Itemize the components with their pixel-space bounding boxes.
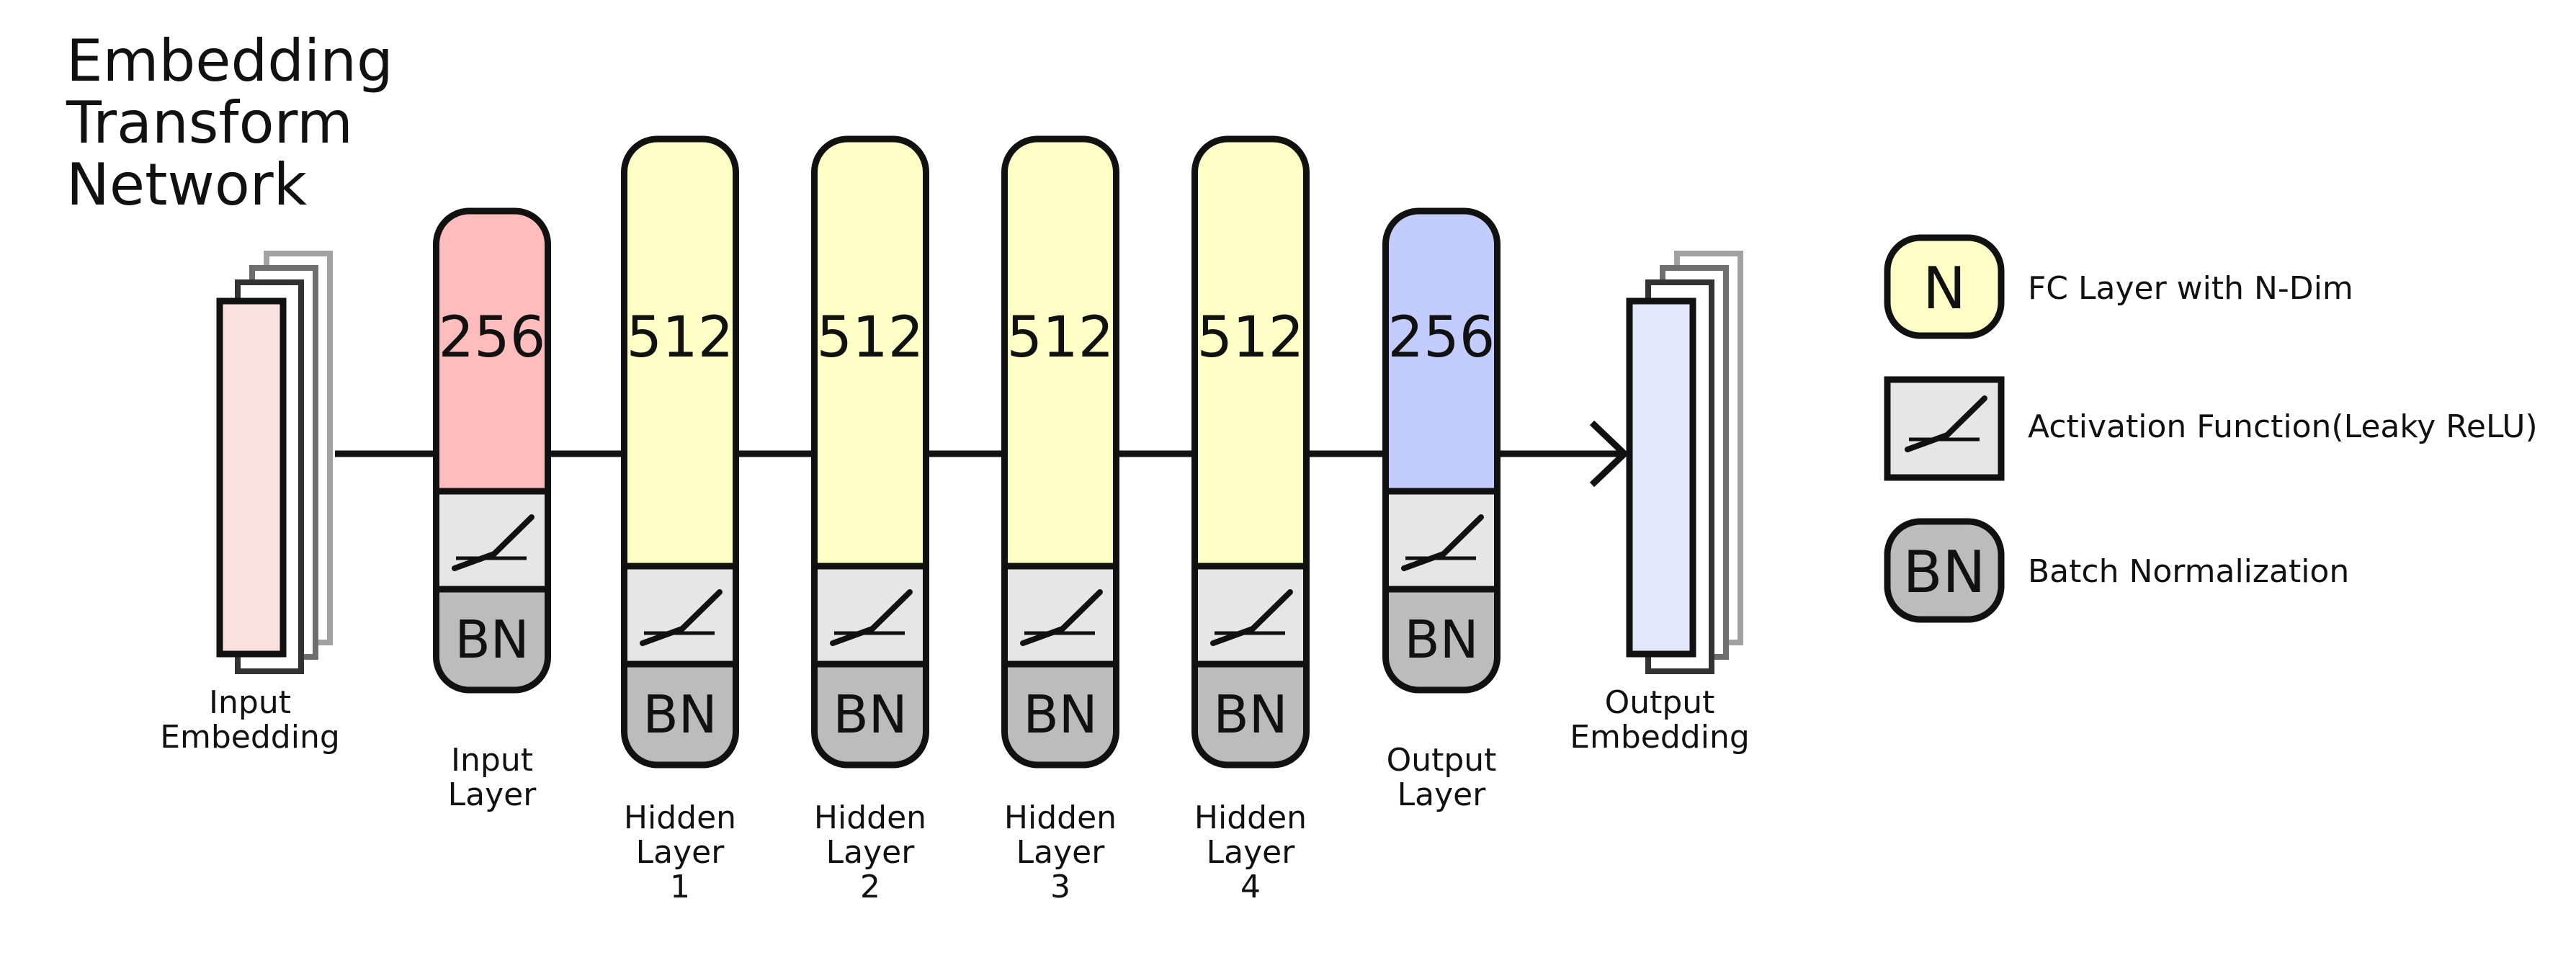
hidden-layer-2-label-line-2: Layer [826, 834, 916, 871]
input-embedding-front [216, 297, 287, 658]
input-layer-dim: 256 [439, 305, 546, 370]
legend: N FC Layer with N-Dim Activation Functio… [1884, 234, 2538, 623]
legend-fc-symbol: N [1923, 255, 1966, 322]
hidden-layer-3-label-line-3: 3 [1050, 869, 1070, 905]
hidden-layer-4-label-line-1: Hidden [1194, 799, 1307, 836]
diagram-title-line-3: Network [66, 151, 308, 218]
hidden-layer-4-bn-text: BN [1213, 684, 1287, 745]
hidden-layer-4-dim: 512 [1197, 305, 1305, 370]
hidden-layer-2-activation-block [811, 563, 929, 668]
input-embedding-label-line-2: Embedding [160, 719, 340, 756]
legend-fc-swatch [1884, 234, 2005, 339]
leaky-relu-icon [1401, 514, 1484, 571]
hidden-layer-1-fc-block [621, 135, 739, 570]
legend-bn-symbol: BN [1903, 539, 1986, 606]
diagram-title-line-2: Transform [66, 89, 353, 156]
leaky-relu-icon [452, 514, 535, 571]
output-embedding-label-line-2: Embedding [1570, 719, 1750, 756]
input-layer-bn-block [433, 586, 551, 694]
hidden-layer-2-bn-block [811, 660, 929, 769]
network-layers: 256BNInputLayer512BNHiddenLayer1512BNHid… [433, 135, 1501, 905]
hidden-layer-3-fc-block [1001, 135, 1119, 570]
hidden-layer-2-label-line-3: 2 [860, 869, 880, 905]
hidden-layer-2-label-line-1: Hidden [814, 799, 926, 836]
hidden-layer-1-dim: 512 [627, 305, 734, 370]
hidden-layer-3-activation-block [1001, 563, 1119, 668]
hidden-layer-4-activation-block [1191, 563, 1310, 668]
input-layer-fc-block [433, 207, 551, 495]
hidden-layer-1-bn-block [621, 660, 739, 769]
hidden-layer-1-label-line-2: Layer [636, 834, 725, 871]
output-embedding-front [1626, 297, 1696, 658]
diagram-title-line-1: Embedding [66, 27, 393, 94]
leaky-relu-icon [830, 589, 913, 646]
hidden-layer-4-label-line-2: Layer [1207, 834, 1296, 871]
legend-bn-swatch [1884, 518, 2005, 623]
hidden-layer-4-fc-block [1191, 135, 1310, 570]
hidden-layer-3-bn-block [1001, 660, 1119, 769]
input-layer-activation-block [433, 488, 551, 593]
leaky-relu-icon [1905, 395, 1987, 452]
hidden-layer-1-activation-block [621, 563, 739, 668]
input-layer-label-line-2: Layer [448, 776, 537, 813]
output-layer-fc-block [1382, 207, 1501, 495]
output-layer-bn-text: BN [1404, 609, 1478, 670]
input-embedding-stack [216, 251, 333, 674]
leaky-relu-icon [1020, 589, 1103, 646]
output-embedding-label-line-1: Output [1605, 684, 1715, 721]
output-layer-dim: 256 [1388, 305, 1495, 370]
input-layer-label-line-1: Input [451, 742, 533, 779]
hidden-layer-4-bn-block [1191, 660, 1310, 769]
legend-bn-text: Batch Normalization [2028, 553, 2349, 590]
output-layer-bn-block [1382, 586, 1501, 694]
input-embedding-label-line-1: Input [209, 684, 291, 721]
hidden-layer-3-label-line-2: Layer [1016, 834, 1106, 871]
hidden-layer-2-dim: 512 [817, 305, 924, 370]
hidden-layer-1-label-line-1: Hidden [624, 799, 736, 836]
output-layer-label-line-1: Output [1387, 742, 1497, 779]
leaky-relu-icon [640, 589, 723, 646]
output-layer-label-line-2: Layer [1397, 776, 1487, 813]
legend-activation-swatch [1884, 376, 2005, 481]
leaky-relu-icon [1210, 589, 1293, 646]
input-layer-bn-text: BN [455, 609, 529, 670]
hidden-layer-3-dim: 512 [1007, 305, 1114, 370]
output-embedding-stack [1626, 251, 1743, 674]
legend-fc-text: FC Layer with N-Dim [2028, 270, 2353, 307]
hidden-layer-1-label-line-3: 1 [670, 869, 690, 905]
hidden-layer-4-label-line-3: 4 [1240, 869, 1261, 905]
hidden-layer-3-label-line-1: Hidden [1004, 799, 1117, 836]
hidden-layer-2-fc-block [811, 135, 929, 570]
output-layer-activation-block [1382, 488, 1501, 593]
legend-activation-text: Activation Function(Leaky ReLU) [2028, 408, 2538, 445]
hidden-layer-3-bn-text: BN [1023, 684, 1097, 745]
hidden-layer-2-bn-text: BN [833, 684, 907, 745]
hidden-layer-1-bn-text: BN [643, 684, 717, 745]
